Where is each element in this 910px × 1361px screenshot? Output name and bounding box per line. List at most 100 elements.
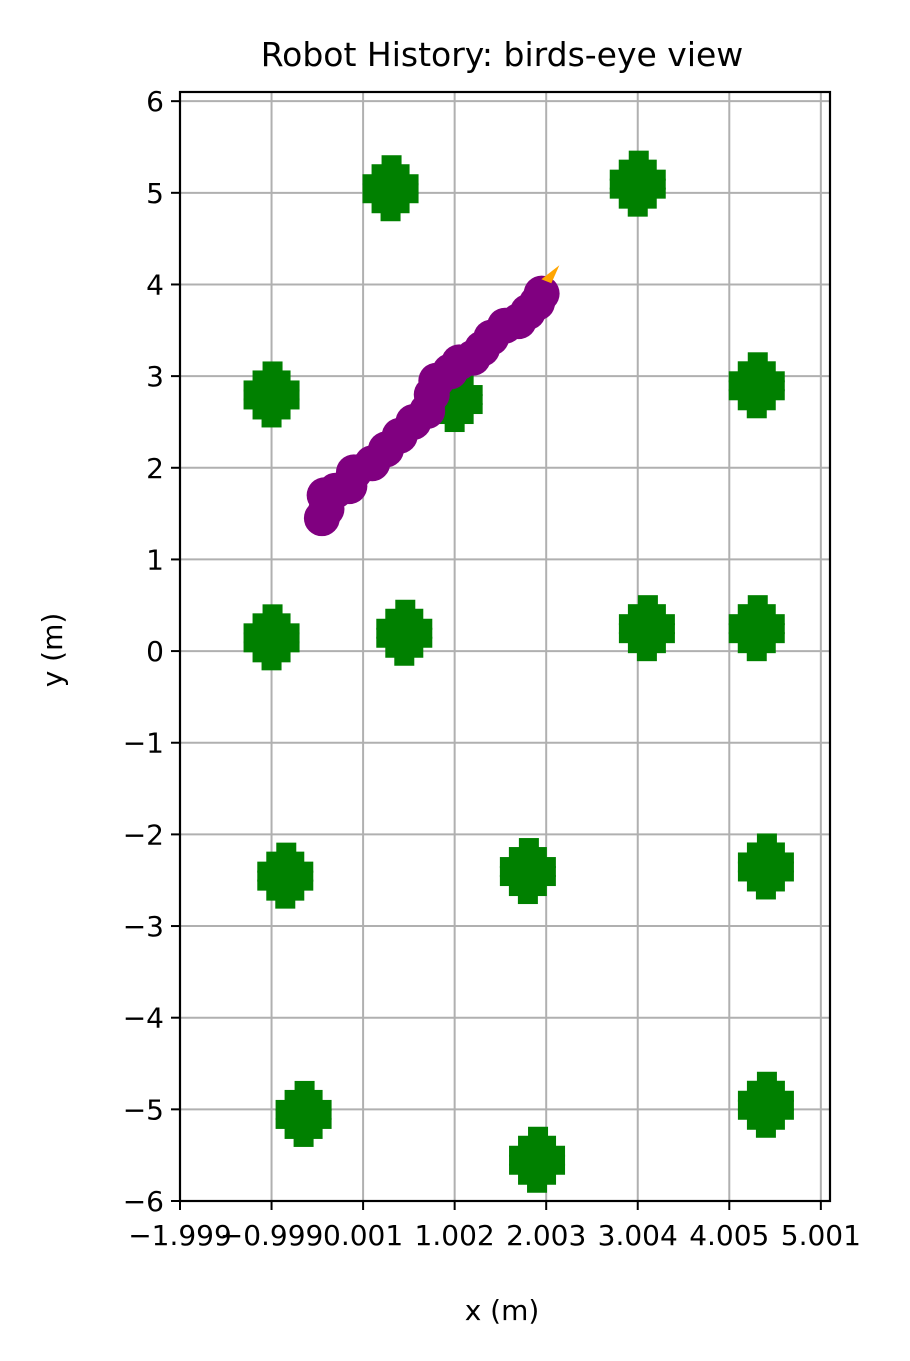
axes-frame [171,90,832,1210]
y-tick-label: 1 [146,543,164,576]
obstacle-marker [243,604,300,671]
obstacle-pixel-row [294,1080,315,1092]
obstacle-pixel-row [435,413,474,425]
path-series [303,275,560,537]
obstacle-pixel-row [728,614,785,626]
obstacle-pixel-row [518,838,539,850]
tick-labels: −1.999−0.999 0.001 1.002 2.003 3.004 4.005 5.0… [123,85,861,1252]
y-tick-label: 2 [146,452,164,485]
y-tick-label: −3 [123,910,164,943]
obstacle-pixel-row [243,389,300,401]
obstacle-pixel-row [284,1127,323,1139]
obstacle-pixel-row [426,394,483,406]
obstacle-marker [362,155,419,222]
obstacle-pixel-row [528,1126,549,1138]
obstacle-pixel-row [746,1118,785,1130]
obstacle-pixel-row [444,423,465,433]
obstacle-pixel-row [627,604,666,616]
obstacle-pixel-row [499,875,556,887]
obstacle-pixel-row [737,852,794,864]
obstacle-pixel-row [746,652,767,662]
obstacle-pixel-row [243,623,300,635]
obstacle-pixel-row [385,646,424,658]
x-axis-label: x (m) [465,1294,540,1327]
x-tick-label: −0.999 [220,1219,324,1252]
obstacle-pixel-row [746,409,767,419]
obstacle-pixel-row [257,870,314,882]
y-tick-label: −6 [123,1185,164,1218]
obstacle-pixel-row [518,1173,557,1185]
obstacle-pixel-row [618,623,675,635]
obstacle-pixel-row [737,861,794,873]
obstacle-pixel-row [508,885,547,897]
obstacle-pixel-row [499,857,556,869]
obstacle-pixel-row [266,889,305,901]
obstacle-pixel-row [737,1090,794,1102]
obstacle-pixel-row [636,652,657,662]
obstacle-pixel-row [381,155,402,167]
obstacle-pixel-row [395,599,416,611]
obstacle-pixel-row [618,197,657,209]
obstacle-pixel-row [275,1108,332,1120]
obstacle-pixel-row [756,1071,777,1083]
obstacle-pixel-row [252,408,291,420]
y-axis-label: y (m) [36,613,69,688]
obstacle-pixel-row [266,851,305,863]
obstacle-pixel-row [252,651,291,663]
obstacle-pixel-row [243,632,300,644]
obstacle-pixel-row [385,608,424,620]
obstacle-pixel-row [618,614,675,626]
obstacle-pixel-row [527,1183,548,1193]
plot-frame [178,90,832,1203]
obstacle-pixel-row [609,187,666,199]
obstacle-pixel-row [252,370,291,382]
y-tick-label: 6 [146,85,164,118]
obstacle-pixel-row [257,861,314,873]
obstacle-pixel-row [293,1137,314,1147]
obstacle-pixel-row [728,623,785,635]
x-tick-label: 5.001 [781,1219,861,1252]
obstacle-pixel-row [737,1099,794,1111]
obstacle-marker [609,150,666,217]
obstacle-pixel-row [276,842,297,854]
obstacle-marker [737,833,794,900]
obstacle-marker [257,842,314,909]
obstacle-pixel-row [747,595,768,607]
obstacle-pixel-row [362,183,419,195]
obstacle-pixel-row [737,361,776,373]
y-tick-label: 3 [146,360,164,393]
obstacle-pixel-row [362,174,419,186]
obstacle-pixel-row [509,1163,566,1175]
y-tick-label: 0 [146,635,164,668]
obstacle-marker [737,1071,794,1138]
obstacle-pixel-row [517,895,538,905]
chart-title: Robot History: birds-eye view [261,35,744,74]
obstacle-pixel-row [628,150,649,162]
obstacle-pixel-row [252,613,291,625]
obstacle-pixel-row [627,207,648,217]
obstacle-pixel-row [509,1154,566,1166]
obstacle-pixel-row [261,418,282,428]
y-tick-label: 5 [146,177,164,210]
obstacle-pixel-row [756,833,777,845]
obstacle-pixel-row [243,380,300,392]
obstacle-pixel-row [499,866,556,878]
obstacle-pixel-row [755,1128,776,1138]
obstacle-pixel-row [728,632,785,644]
obstacle-marker [499,838,556,905]
obstacle-pixel-row [618,159,657,171]
x-tick-label: 4.005 [689,1219,769,1252]
obstacle-pixel-row [737,399,776,411]
y-tick-label: −4 [123,1002,164,1035]
obstacle-pixel-row [609,178,666,190]
obstacle-pixel-row [509,1145,566,1157]
obstacle-pixel-row [737,870,794,882]
obstacle-pixel-row [275,899,296,909]
obstacle-pixel-row [376,627,433,639]
obstacle-pixel-row [728,380,785,392]
obstacle-marker [618,595,675,662]
obstacle-pixel-row [637,595,658,607]
obstacle-series [243,150,794,1193]
obstacle-pixel-row [376,618,433,630]
obstacle-pixel-row [262,604,283,616]
